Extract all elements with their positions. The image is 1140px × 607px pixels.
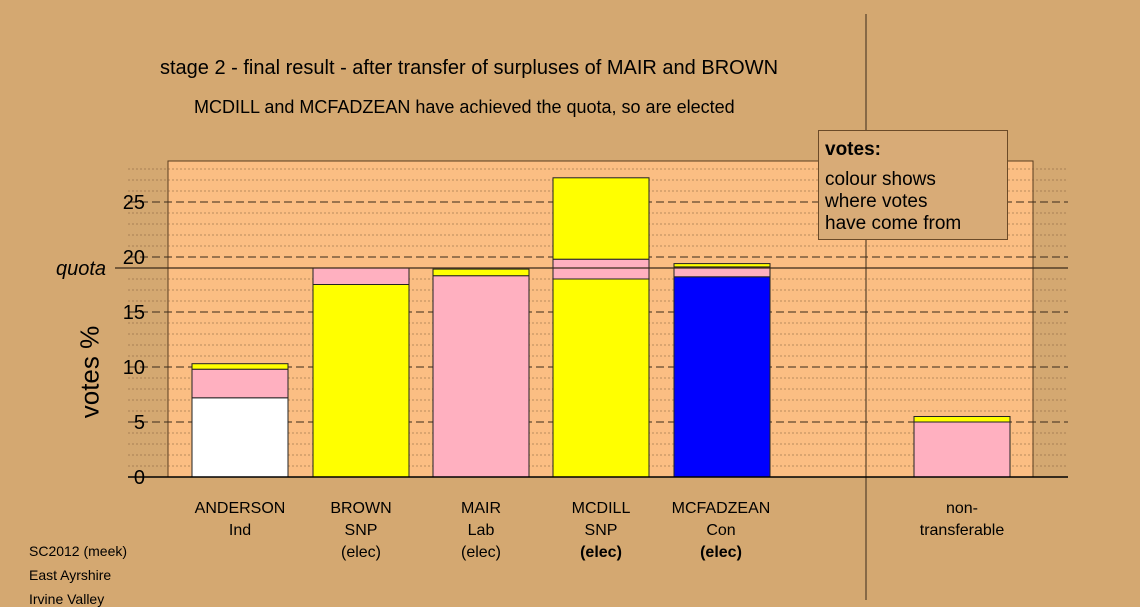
bar-segment [312, 267, 410, 285]
candidate-party: SNP [344, 522, 378, 539]
y-tick-label: 0 [134, 467, 145, 489]
chart-subtitle: MCDILL and MCFADZEAN have achieved the q… [194, 97, 735, 117]
bar-segment [673, 263, 771, 268]
category-label: MCFADZEAN Con (elec) [651, 498, 791, 564]
bar-segment [191, 363, 289, 370]
elected-note: (elec) [460, 544, 501, 561]
category-label: ANDERSON Ind [170, 498, 310, 542]
y-tick-label: 20 [123, 247, 145, 269]
footer-system: SC2012 (meek) [29, 543, 128, 559]
y-tick-label: 10 [123, 357, 145, 379]
legend-title: votes: [825, 139, 881, 160]
candidate-name: ANDERSON [194, 500, 286, 517]
bar-segment [312, 284, 410, 478]
category-label: MAIR Lab (elec) [411, 498, 551, 564]
y-tick-label: 15 [123, 302, 145, 324]
y-tick-label: 25 [123, 192, 145, 214]
y-tick-label: 5 [134, 412, 145, 434]
legend: votes: colour shows where votes have com… [818, 130, 1008, 240]
bar-segment [552, 278, 650, 478]
elected-note: (elec) [700, 544, 742, 561]
legend-line: have come from [825, 213, 962, 234]
legend-line: colour shows [825, 169, 936, 190]
bar-segment [913, 421, 1011, 478]
bar-segment [191, 397, 289, 478]
y-axis-label: votes % [74, 325, 105, 419]
quota-label: quota [56, 258, 107, 280]
category-label: non-transferable [892, 498, 1032, 542]
footer-ward: Irvine Valley [29, 591, 105, 607]
bar-segment [552, 177, 650, 260]
candidate-party: Con [706, 522, 736, 539]
candidate-party: transferable [919, 522, 1005, 539]
candidate-name: non- [945, 500, 979, 517]
legend-line: where votes [825, 191, 928, 212]
candidate-name: MCFADZEAN [671, 500, 771, 517]
elected-note: (elec) [340, 544, 381, 561]
candidate-party: SNP [584, 522, 618, 539]
candidate-name: BROWN [330, 500, 392, 517]
elected-note: (elec) [580, 544, 622, 561]
candidate-name: MCDILL [571, 500, 631, 517]
bar-segment [552, 258, 650, 280]
bar-segment [432, 268, 530, 277]
bar-segment [673, 276, 771, 478]
candidate-party: Ind [228, 522, 252, 539]
category-label: MCDILL SNP (elec) [531, 498, 671, 564]
chart-title: stage 2 - final result - after transfer … [160, 57, 779, 79]
bar-segment [191, 368, 289, 399]
bar-segment [913, 416, 1011, 423]
footer-council: East Ayrshire [29, 567, 112, 583]
bar-segment [432, 275, 530, 478]
category-label: BROWN SNP (elec) [291, 498, 431, 564]
candidate-name: MAIR [461, 500, 501, 517]
candidate-party: Lab [467, 522, 495, 539]
